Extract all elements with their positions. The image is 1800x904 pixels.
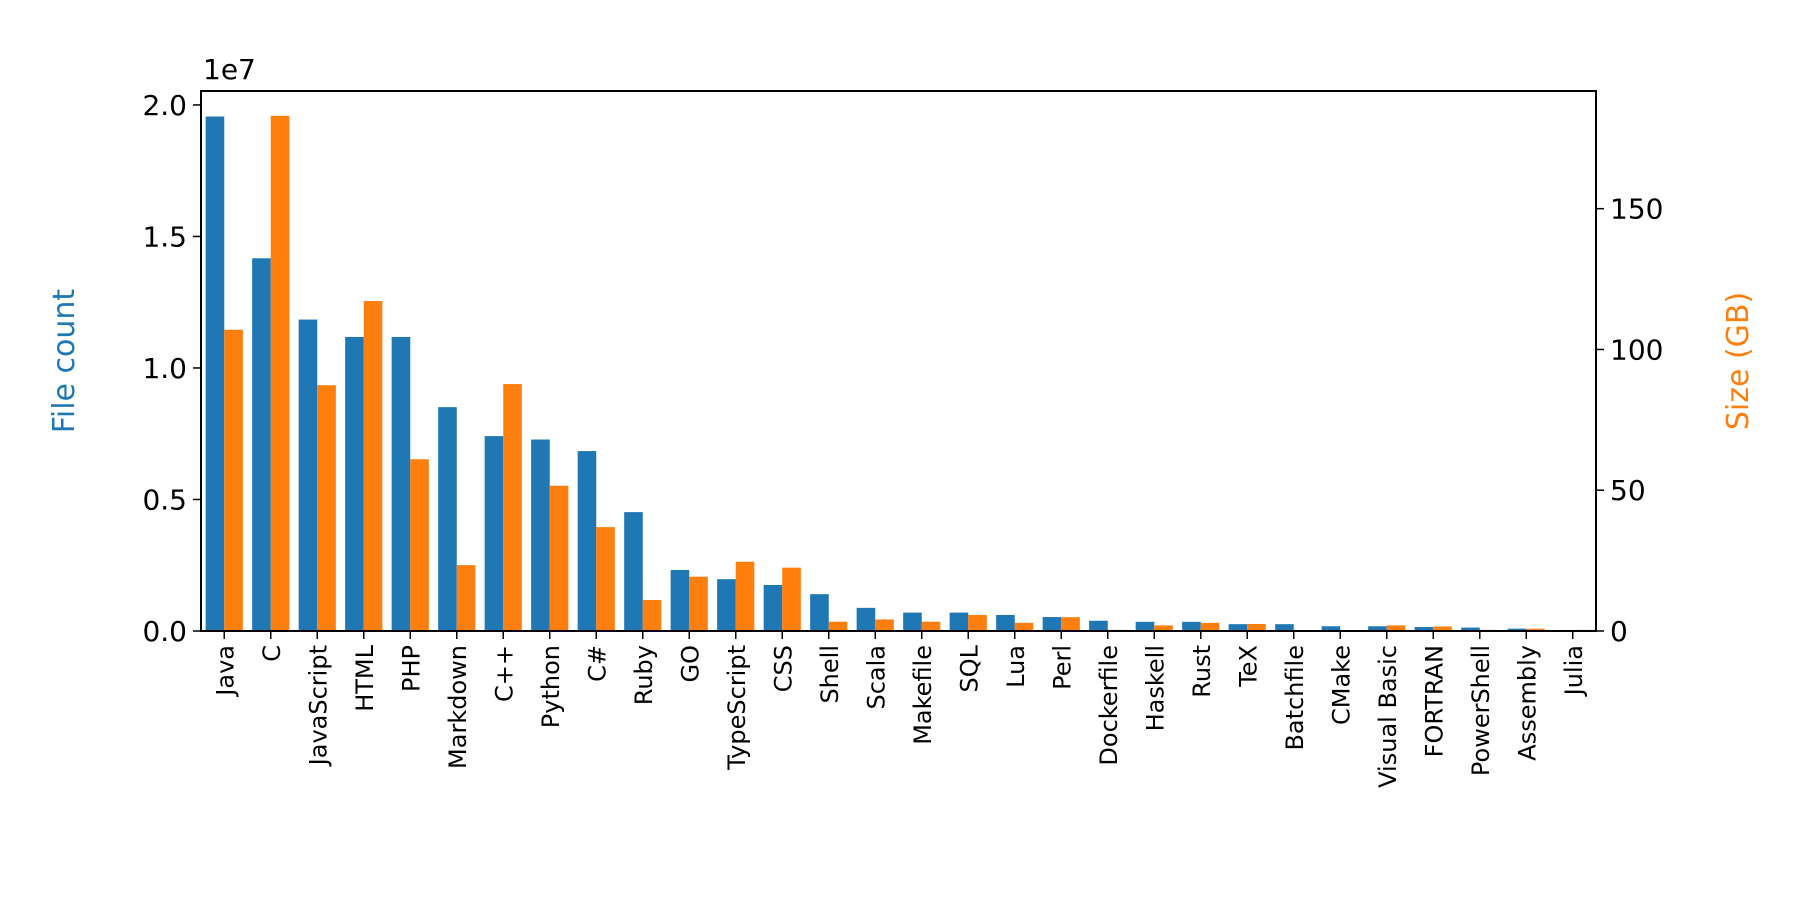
bar: [1200, 622, 1220, 631]
bar: [224, 329, 243, 631]
bar: [1321, 626, 1341, 631]
bar: [1414, 627, 1434, 631]
x-tick-label: PHP: [397, 645, 425, 692]
bar: [531, 439, 550, 631]
x-tick-label: TeX: [1234, 645, 1262, 688]
bar: [1433, 626, 1452, 631]
bar: [252, 258, 271, 631]
y-tick-label: 1.0: [142, 352, 187, 385]
bar: [735, 561, 755, 631]
bar: [1507, 628, 1527, 631]
x-tick-label: Haskell: [1141, 645, 1169, 731]
y-tick-label: 1.5: [142, 220, 187, 253]
x-tick-label: C++: [490, 645, 518, 702]
y2-tick-label: 50: [1610, 474, 1646, 507]
bar: [1014, 622, 1034, 631]
y-offset-label: 1e7: [203, 53, 256, 86]
bar: [1042, 617, 1062, 631]
x-tick-label: Lua: [1002, 645, 1030, 688]
y-axis-label: File count: [47, 289, 82, 434]
bar: [549, 485, 569, 631]
x-tick-label: Perl: [1048, 645, 1076, 690]
x-tick-label: Batchfile: [1281, 645, 1309, 751]
bar: [763, 584, 783, 631]
bar: [410, 459, 429, 631]
bar: [624, 512, 643, 631]
bar: [1526, 628, 1545, 631]
x-tick-label: SQL: [955, 644, 983, 692]
x-tick-label: Markdown: [444, 645, 472, 769]
x-tick-label: Java: [211, 645, 239, 698]
x-tick-label: JavaScript: [304, 645, 332, 767]
y2-tick-label: 0: [1610, 615, 1628, 648]
bar: [996, 614, 1015, 631]
x-tick-label: GO: [676, 645, 704, 683]
x-tick-label: Julia: [1560, 645, 1588, 697]
bar: [1154, 625, 1173, 631]
bar: [856, 607, 876, 631]
y-tick-label: 2.0: [142, 89, 187, 122]
plot-frame: [200, 90, 1597, 632]
x-tick-label: Visual Basic: [1374, 645, 1402, 788]
bar: [670, 569, 690, 631]
bar: [317, 385, 336, 631]
y2-axis-label: Size (GB): [1721, 292, 1756, 430]
bar: [484, 436, 504, 631]
bar: [298, 319, 318, 631]
bar: [828, 621, 848, 631]
x-tick-label: Ruby: [630, 645, 658, 705]
bar: [717, 579, 736, 631]
bar: [596, 527, 615, 631]
x-tick-label: TypeScript: [723, 645, 751, 771]
x-tick-label: Shell: [816, 645, 844, 704]
x-tick-label: C: [258, 645, 286, 662]
bar: [689, 576, 708, 631]
x-tick-label: Python: [537, 645, 565, 728]
y2-tick-label: 150: [1610, 193, 1663, 226]
bar: [782, 567, 801, 631]
x-tick-label: CMake: [1327, 645, 1355, 725]
bar: [577, 451, 597, 631]
bar: [1228, 624, 1248, 631]
bar: [205, 116, 225, 631]
bar: [1386, 625, 1406, 631]
x-tick-label: C#: [583, 645, 611, 682]
y-tick-label: 0.5: [142, 483, 187, 516]
bar: [921, 621, 941, 631]
bar: [345, 336, 364, 631]
x-tick-label: HTML: [351, 644, 379, 711]
x-tick-label: Assembly: [1513, 645, 1541, 761]
bar: [270, 115, 290, 631]
bar: [1061, 617, 1080, 631]
bar: [968, 614, 987, 631]
x-tick-label: FORTRAN: [1420, 645, 1448, 757]
x-tick-label: Dockerfile: [1095, 645, 1123, 766]
bar: [503, 384, 522, 631]
bar: [1182, 621, 1201, 631]
bar: [1089, 620, 1108, 631]
bar: [1368, 626, 1387, 631]
bar: [438, 407, 457, 631]
bar: [642, 600, 662, 631]
y-tick-label: 0.0: [142, 615, 187, 648]
bar: [949, 612, 969, 631]
x-tick-label: Makefile: [909, 645, 937, 745]
bar: [391, 336, 411, 631]
bar: [1135, 621, 1155, 631]
bar: [810, 594, 829, 631]
y2-tick-label: 100: [1610, 333, 1663, 366]
bar: [903, 612, 922, 631]
bar: [363, 301, 383, 631]
x-tick-label: PowerShell: [1467, 645, 1495, 776]
x-tick-label: Rust: [1188, 645, 1216, 698]
bar: [1247, 623, 1266, 631]
bar: [1275, 624, 1294, 631]
bar: [875, 619, 894, 631]
x-tick-label: CSS: [769, 645, 797, 692]
bar: [1461, 627, 1480, 631]
bar: [456, 565, 476, 631]
x-tick-label: Scala: [862, 645, 890, 710]
